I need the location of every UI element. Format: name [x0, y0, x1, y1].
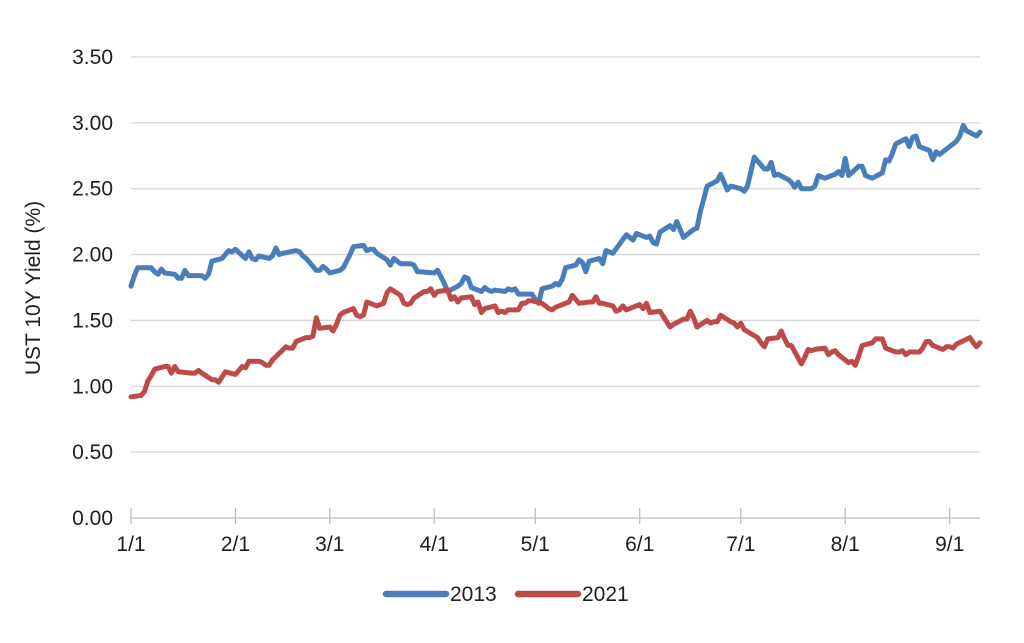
x-tick-label: 5/1 — [521, 533, 550, 556]
legend: 2013 2021 — [382, 583, 629, 606]
legend-label-2021: 2021 — [582, 583, 629, 606]
x-axis — [130, 508, 980, 524]
y-tick-label: 2.50 — [72, 178, 113, 201]
y-tick-label: 0.50 — [72, 441, 113, 464]
x-tick-label: 3/1 — [315, 533, 344, 556]
y-tick-label: 3.50 — [72, 46, 113, 69]
legend-label-2013: 2013 — [450, 583, 497, 606]
x-tick-label: 2/1 — [221, 533, 250, 556]
series-lines — [128, 123, 983, 400]
x-tick-label: 8/1 — [831, 533, 860, 556]
y-tick-label: 0.00 — [72, 507, 113, 530]
y-tick-label: 1.00 — [72, 375, 113, 398]
x-tick-label: 4/1 — [420, 533, 449, 556]
x-tick-label: 6/1 — [625, 533, 654, 556]
x-tick-label: 7/1 — [726, 533, 755, 556]
x-tick-label: 9/1 — [935, 533, 964, 556]
series-line-2021 — [128, 286, 983, 400]
axis-tick-labels: 0.00 0.50 1.00 1.50 2.00 2.50 3.00 3.50 1/1 2/1 3/… — [72, 46, 964, 556]
x-tick-label: 1/1 — [116, 533, 145, 556]
y-axis-title: UST 10Y Yield (%) — [22, 201, 45, 375]
y-tick-label: 2.00 — [72, 244, 113, 267]
y-tick-label: 1.50 — [72, 309, 113, 332]
y-tick-label: 3.00 — [72, 112, 113, 135]
series-line-2013 — [128, 123, 983, 306]
